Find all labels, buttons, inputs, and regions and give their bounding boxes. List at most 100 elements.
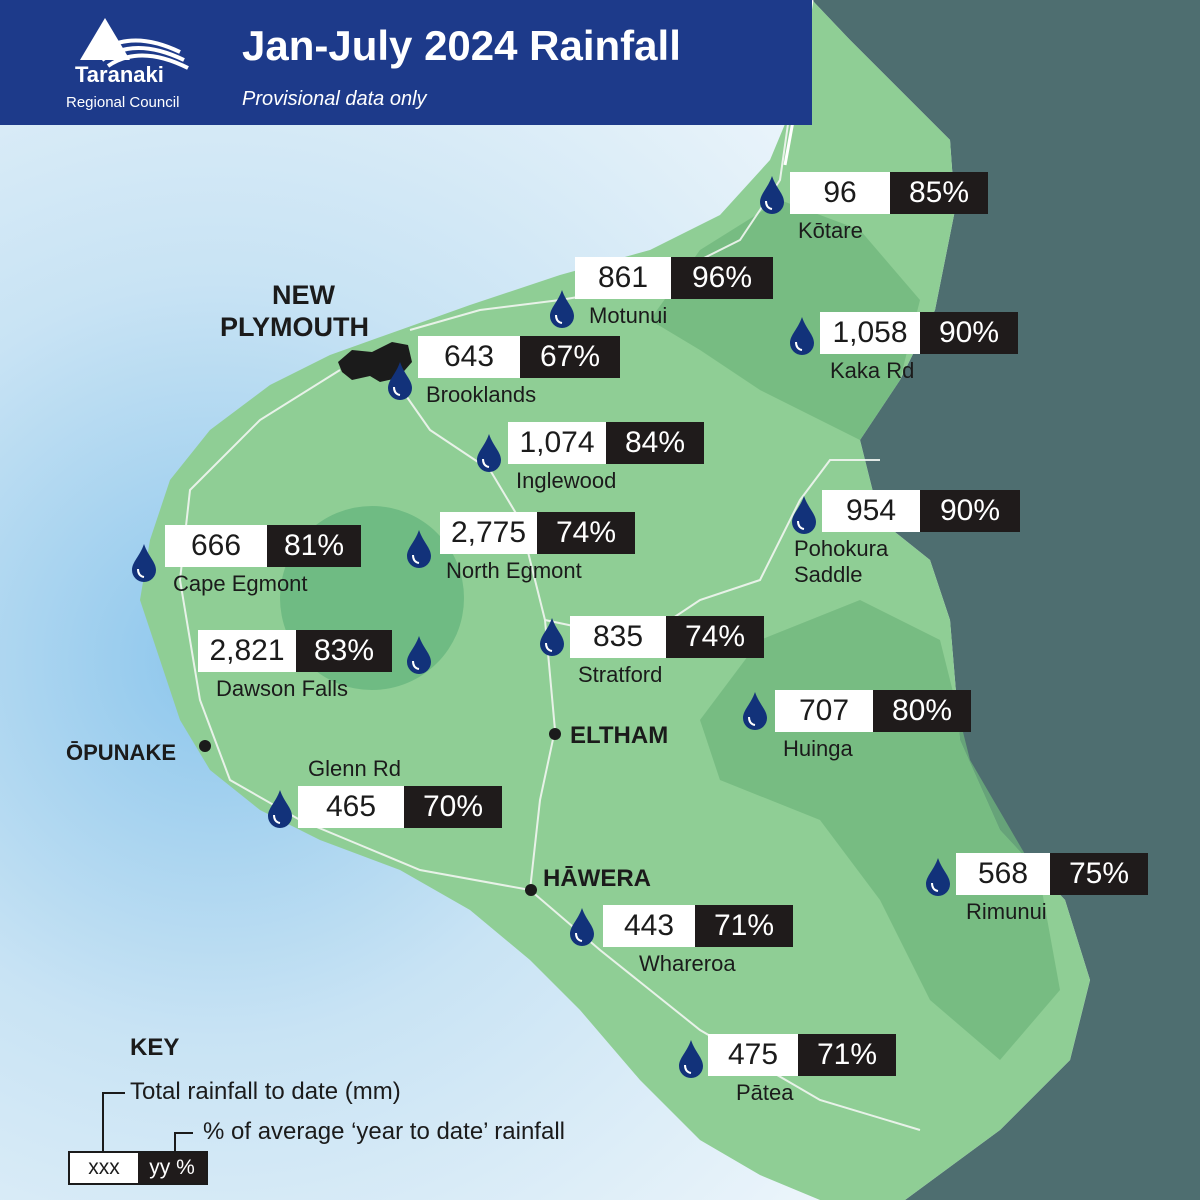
key-title: KEY <box>130 1034 180 1061</box>
raindrop-icon <box>570 908 594 946</box>
percent-of-average: 74% <box>666 616 764 658</box>
station-name: Pātea <box>736 1080 794 1105</box>
raindrop-icon <box>407 530 431 568</box>
total-rainfall-value: 568 <box>956 853 1050 895</box>
total-rainfall-value: 835 <box>570 616 666 658</box>
raindrop-icon <box>792 496 816 534</box>
percent-of-average: 83% <box>296 630 392 672</box>
total-rainfall-value: 954 <box>822 490 920 532</box>
town-opunake: ŌPUNAKE <box>66 740 177 765</box>
total-rainfall-value: 1,074 <box>508 422 606 464</box>
percent-of-average: 81% <box>267 525 361 567</box>
station-name: Kōtare <box>798 218 863 243</box>
station-kaka-rd: 1,058 90% Kaka Rd <box>820 312 1018 383</box>
raindrop-icon <box>926 858 950 896</box>
station-dawson-falls: 2,821 83% Dawson Falls <box>198 630 392 701</box>
logo-org-name: Taranaki <box>75 62 164 87</box>
key-total-label: Total rainfall to date (mm) <box>130 1078 401 1105</box>
page-title: Jan-July 2024 Rainfall <box>242 22 681 69</box>
dark-sea-region <box>812 0 1200 1200</box>
station-rimunui: 568 75% Rimunui <box>956 853 1148 924</box>
total-rainfall-value: 1,058 <box>820 312 920 354</box>
hawera-dot <box>525 884 537 896</box>
station-name: Dawson Falls <box>216 676 349 701</box>
percent-of-average: 74% <box>537 512 635 554</box>
percent-of-average: 71% <box>798 1034 896 1076</box>
station-name: North Egmont <box>446 558 582 583</box>
raindrop-icon <box>679 1040 703 1078</box>
key-percent-label: % of average ‘year to date’ rainfall <box>203 1118 565 1145</box>
raindrop-icon <box>132 544 156 582</box>
title-banner: Taranaki Regional Council Jan-July 2024 … <box>0 0 812 125</box>
raindrop-icon <box>743 692 767 730</box>
station-name: Rimunui <box>966 899 1047 924</box>
percent-of-average: 85% <box>890 172 988 214</box>
page-subtitle: Provisional data only <box>242 88 427 110</box>
station-name: Kaka Rd <box>830 358 915 383</box>
key-leader-lines <box>102 1092 193 1151</box>
total-rainfall-value: 666 <box>165 525 267 567</box>
total-rainfall-value: 707 <box>775 690 873 732</box>
station-brooklands: 643 67% Brooklands <box>418 336 620 407</box>
total-rainfall-value: 465 <box>298 786 404 828</box>
raindrop-icon <box>550 290 574 328</box>
raindrop-icon <box>388 362 412 400</box>
percent-of-average: 80% <box>873 690 971 732</box>
percent-of-average: 70% <box>404 786 502 828</box>
percent-of-average: 96% <box>671 257 773 299</box>
town-new-plymouth-line1: NEW <box>272 280 335 310</box>
station-name: Inglewood <box>516 468 617 493</box>
station-huinga: 707 80% Huinga <box>775 690 971 761</box>
station-name-line2: Saddle <box>794 562 863 587</box>
percent-of-average: 75% <box>1050 853 1148 895</box>
raindrop-icon <box>790 317 814 355</box>
station-name: Huinga <box>783 736 853 761</box>
total-rainfall-value: 443 <box>603 905 695 947</box>
station-name: Brooklands <box>426 382 537 407</box>
station-whareroa: 443 71% Whareroa <box>603 905 793 976</box>
station-pohokura-saddle: 954 90% Pohokura Saddle <box>794 490 1020 587</box>
opunake-dot <box>199 740 211 752</box>
station-name: Pohokura <box>794 536 889 561</box>
station-kotare: 96 85% Kōtare <box>790 172 988 243</box>
town-new-plymouth-line2: PLYMOUTH <box>220 312 370 342</box>
station-name: Stratford <box>578 662 663 687</box>
key-sample-value: xxx <box>70 1153 138 1183</box>
total-rainfall-value: 643 <box>418 336 520 378</box>
percent-of-average: 71% <box>695 905 793 947</box>
new-plymouth-urban-area <box>338 342 412 382</box>
station-inglewood: 1,074 84% Inglewood <box>508 422 704 493</box>
station-name: Motunui <box>589 303 668 328</box>
raindrop-icon <box>760 176 784 214</box>
percent-of-average: 90% <box>920 312 1018 354</box>
station-north-egmont: 2,775 74% North Egmont <box>440 512 635 583</box>
town-eltham: ELTHAM <box>570 722 669 749</box>
total-rainfall-value: 2,775 <box>440 512 537 554</box>
station-cape-egmont: 666 81% Cape Egmont <box>165 525 361 596</box>
station-stratford: 835 74% Stratford <box>570 616 764 687</box>
total-rainfall-value: 475 <box>708 1034 798 1076</box>
key-sample-box: xxx yy % <box>68 1151 208 1185</box>
total-rainfall-value: 2,821 <box>198 630 296 672</box>
station-glenn-rd: 465 70% Glenn Rd <box>298 756 502 828</box>
percent-of-average: 67% <box>520 336 620 378</box>
percent-of-average: 90% <box>920 490 1020 532</box>
town-hawera: HĀWERA <box>543 865 651 892</box>
total-rainfall-value: 861 <box>575 257 671 299</box>
station-patea: 475 71% Pātea <box>708 1034 896 1105</box>
raindrop-icon <box>540 618 564 656</box>
station-name: Whareroa <box>639 951 736 976</box>
key-sample-percent: yy % <box>138 1153 206 1183</box>
station-motunui: 861 96% Motunui <box>575 257 773 328</box>
station-name: Cape Egmont <box>173 571 308 596</box>
raindrop-icon <box>407 636 431 674</box>
eltham-dot <box>549 728 561 740</box>
taranaki-regional-council-logo <box>80 18 189 70</box>
logo-org-subtitle: Regional Council <box>66 94 180 111</box>
raindrop-icon <box>477 434 501 472</box>
percent-of-average: 84% <box>606 422 704 464</box>
station-name: Glenn Rd <box>308 756 401 781</box>
raindrop-icon <box>268 790 292 828</box>
total-rainfall-value: 96 <box>790 172 890 214</box>
